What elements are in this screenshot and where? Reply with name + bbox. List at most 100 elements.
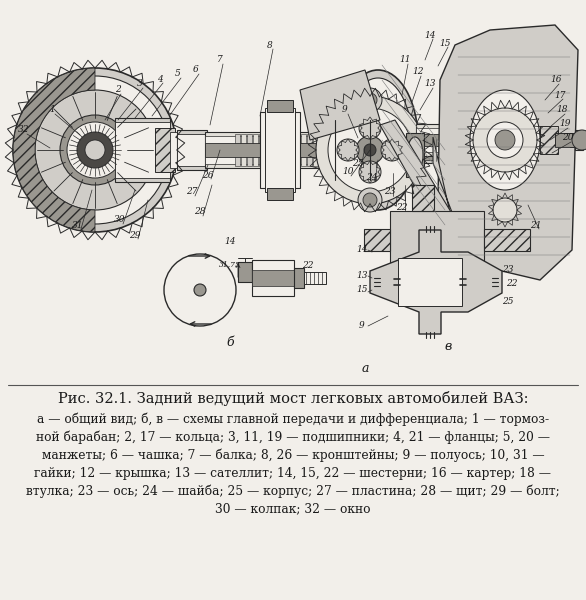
Bar: [271, 134, 276, 166]
Text: 19: 19: [559, 119, 571, 128]
Bar: [265, 108, 295, 192]
Text: 8: 8: [267, 40, 273, 49]
Circle shape: [364, 144, 376, 156]
Bar: [289, 134, 294, 166]
Text: 22: 22: [396, 202, 408, 211]
Circle shape: [35, 90, 155, 210]
Text: 3: 3: [137, 79, 143, 88]
Ellipse shape: [457, 140, 475, 170]
Polygon shape: [370, 230, 502, 334]
Text: 23: 23: [502, 265, 514, 274]
Text: 15: 15: [440, 38, 451, 47]
Text: 24: 24: [366, 173, 378, 182]
Text: 28: 28: [194, 208, 206, 217]
Text: 17: 17: [554, 91, 565, 100]
Text: 6: 6: [193, 65, 199, 74]
Bar: [277, 134, 282, 166]
Circle shape: [316, 96, 424, 204]
Bar: [205, 136, 345, 164]
Circle shape: [337, 139, 359, 161]
Bar: [205, 143, 345, 157]
Bar: [331, 134, 336, 166]
Bar: [335, 120, 370, 180]
Text: ной барабан; 2, 17 — кольца; 3, 11, 19 — подшипники; 4, 21 — фланцы; 5, 20 —: ной барабан; 2, 17 — кольца; 3, 11, 19 —…: [36, 430, 550, 444]
Polygon shape: [13, 68, 95, 232]
Text: 10: 10: [342, 167, 354, 176]
Text: а: а: [361, 361, 369, 374]
Bar: [530, 114, 542, 166]
Bar: [260, 112, 300, 188]
Bar: [253, 134, 258, 166]
Text: 1: 1: [49, 106, 55, 115]
Bar: [416, 128, 510, 152]
Text: 21: 21: [530, 220, 541, 229]
Circle shape: [358, 88, 382, 112]
Bar: [390, 211, 484, 269]
Circle shape: [540, 128, 564, 152]
Bar: [259, 134, 264, 166]
Bar: [398, 258, 462, 306]
Bar: [294, 268, 304, 288]
Text: 26: 26: [202, 170, 214, 179]
Circle shape: [67, 122, 123, 178]
Bar: [252, 260, 294, 296]
Bar: [241, 134, 246, 166]
Bar: [456, 137, 476, 173]
Bar: [267, 188, 293, 200]
Text: 18: 18: [556, 106, 568, 115]
Bar: [510, 110, 528, 170]
Bar: [177, 130, 207, 170]
Bar: [575, 130, 583, 150]
Circle shape: [328, 108, 412, 192]
Bar: [408, 147, 458, 163]
Text: б: б: [226, 335, 234, 349]
Circle shape: [497, 118, 541, 162]
Text: 13: 13: [424, 79, 436, 88]
Text: 29: 29: [130, 230, 141, 239]
Bar: [267, 100, 293, 112]
Bar: [406, 133, 424, 177]
Circle shape: [358, 188, 382, 212]
Bar: [115, 118, 170, 182]
Circle shape: [356, 136, 384, 164]
Text: Рис. 32.1. Задний ведущий мост легковых автомобилей ВАЗ:: Рис. 32.1. Задний ведущий мост легковых …: [58, 391, 528, 407]
Polygon shape: [433, 137, 455, 235]
Bar: [408, 150, 458, 160]
Text: 32: 32: [18, 125, 30, 134]
Text: 30 — колпак; 32 — окно: 30 — колпак; 32 — окно: [215, 503, 371, 515]
Circle shape: [473, 108, 537, 172]
Text: 5: 5: [175, 70, 181, 79]
Polygon shape: [438, 25, 578, 280]
Text: 25: 25: [502, 296, 514, 305]
Bar: [555, 133, 580, 147]
Text: 15: 15: [356, 286, 368, 295]
Text: 9: 9: [342, 106, 348, 115]
Text: 4: 4: [157, 74, 163, 83]
Bar: [205, 132, 345, 168]
Bar: [170, 132, 182, 168]
Circle shape: [359, 117, 381, 139]
Circle shape: [359, 161, 381, 183]
Bar: [115, 122, 170, 178]
Circle shape: [164, 254, 236, 326]
Bar: [235, 134, 240, 166]
Circle shape: [505, 126, 533, 154]
Bar: [155, 128, 175, 172]
Bar: [319, 134, 324, 166]
Text: 23: 23: [384, 187, 396, 196]
Bar: [416, 124, 510, 156]
Text: 22: 22: [506, 280, 518, 289]
Text: в: в: [444, 340, 452, 352]
Text: 25: 25: [352, 160, 364, 169]
Bar: [364, 229, 390, 251]
Text: втулка; 23 — ось; 24 — шайба; 25 — корпус; 27 — пластина; 28 — щит; 29 — болт;: втулка; 23 — ось; 24 — шайба; 25 — корпу…: [26, 484, 560, 498]
Ellipse shape: [338, 70, 418, 210]
Text: 2: 2: [115, 85, 121, 94]
Bar: [484, 229, 530, 251]
Text: 13: 13: [356, 271, 368, 280]
Text: 22: 22: [302, 262, 314, 271]
Bar: [304, 272, 326, 284]
Circle shape: [85, 140, 105, 160]
Bar: [325, 134, 330, 166]
Text: гайки; 12 — крышка; 13 — сателлит; 14, 15, 22 — шестерни; 16 — картер; 18 —: гайки; 12 — крышка; 13 — сателлит; 14, 1…: [35, 467, 551, 479]
